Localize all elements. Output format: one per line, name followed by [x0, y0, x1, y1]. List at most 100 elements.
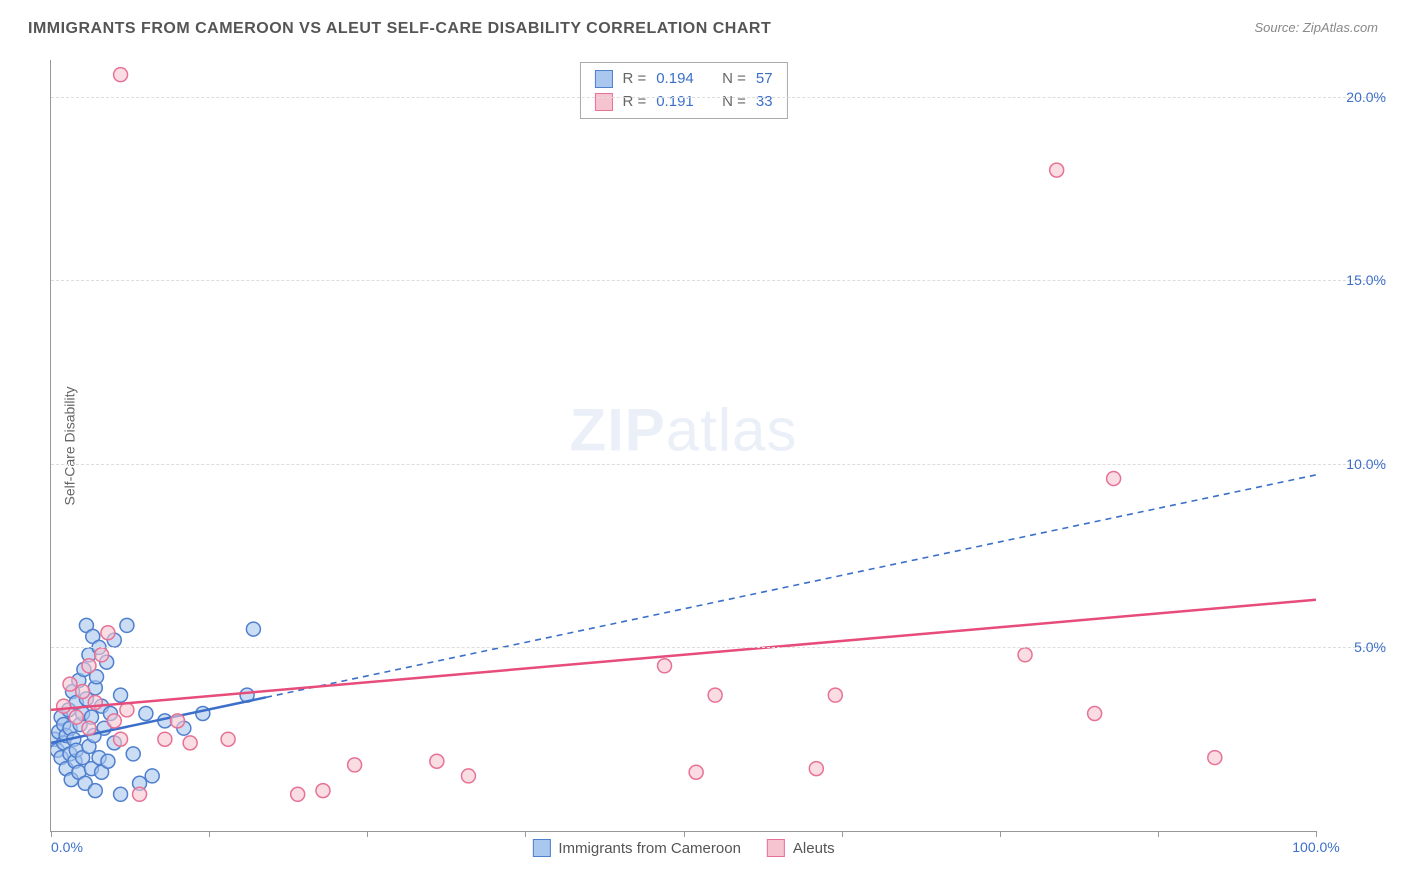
- scatter-point: [348, 758, 362, 772]
- scatter-point: [114, 787, 128, 801]
- scatter-point: [52, 725, 66, 739]
- scatter-point: [114, 688, 128, 702]
- x-tick-label: 100.0%: [1292, 839, 1339, 855]
- scatter-point: [78, 776, 92, 790]
- legend-swatch: [594, 70, 612, 88]
- scatter-point: [658, 659, 672, 673]
- trend-line-dashed: [266, 475, 1316, 697]
- stats-row: R =0.191 N =33: [594, 91, 772, 114]
- scatter-point: [107, 736, 121, 750]
- x-tick: [209, 831, 210, 837]
- scatter-point: [221, 732, 235, 746]
- gridline: [51, 464, 1386, 465]
- scatter-point: [107, 633, 121, 647]
- scatter-point: [114, 732, 128, 746]
- scatter-point: [97, 721, 111, 735]
- scatter-point: [82, 648, 96, 662]
- chart-container: IMMIGRANTS FROM CAMEROON VS ALEUT SELF-C…: [0, 0, 1406, 892]
- x-tick: [525, 831, 526, 837]
- scatter-point: [57, 736, 71, 750]
- scatter-point: [88, 784, 102, 798]
- scatter-point: [63, 721, 77, 735]
- scatter-point: [69, 743, 83, 757]
- scatter-point: [69, 696, 83, 710]
- scatter-point: [171, 714, 185, 728]
- scatter-point: [54, 751, 68, 765]
- n-value: 57: [756, 68, 773, 91]
- y-tick-label: 5.0%: [1326, 639, 1386, 655]
- scatter-point: [59, 762, 73, 776]
- scatter-point: [72, 765, 86, 779]
- scatter-point: [183, 736, 197, 750]
- scatter-point: [59, 729, 73, 743]
- scatter-point: [430, 754, 444, 768]
- x-tick: [684, 831, 685, 837]
- scatter-point: [114, 68, 128, 82]
- scatter-point: [88, 696, 102, 710]
- scatter-point: [461, 769, 475, 783]
- gridline: [51, 647, 1386, 648]
- scatter-point: [1208, 751, 1222, 765]
- y-tick-label: 15.0%: [1326, 272, 1386, 288]
- scatter-point: [240, 688, 254, 702]
- scatter-point: [82, 659, 96, 673]
- scatter-point: [95, 648, 109, 662]
- scatter-point: [51, 732, 62, 746]
- scatter-point: [291, 787, 305, 801]
- scatter-point: [79, 618, 93, 632]
- scatter-point: [139, 707, 153, 721]
- x-tick: [51, 831, 52, 837]
- x-tick: [367, 831, 368, 837]
- scatter-point: [72, 673, 86, 687]
- legend-item: Immigrants from Cameroon: [532, 839, 741, 857]
- scatter-point: [158, 714, 172, 728]
- r-value: 0.191: [656, 91, 694, 114]
- x-tick: [1000, 831, 1001, 837]
- scatter-point: [57, 718, 71, 732]
- x-axis-min-label: 0.0%: [51, 839, 83, 855]
- n-value: 33: [756, 91, 773, 114]
- scatter-point: [145, 769, 159, 783]
- scatter-point: [246, 622, 260, 636]
- y-tick-label: 10.0%: [1326, 456, 1386, 472]
- scatter-point: [86, 629, 100, 643]
- trend-line: [51, 697, 266, 743]
- scatter-point: [1107, 472, 1121, 486]
- scatter-point: [92, 751, 106, 765]
- legend-label: Immigrants from Cameroon: [558, 840, 741, 857]
- scatter-point: [95, 765, 109, 779]
- scatter-point: [68, 754, 82, 768]
- scatter-point: [76, 684, 90, 698]
- scatter-point: [316, 784, 330, 798]
- scatter-point: [57, 699, 71, 713]
- scatter-point: [54, 710, 68, 724]
- scatter-point: [133, 776, 147, 790]
- legend-swatch: [594, 93, 612, 111]
- stats-legend-box: R =0.194 N =57R =0.191 N =33: [579, 62, 787, 119]
- chart-title: IMMIGRANTS FROM CAMEROON VS ALEUT SELF-C…: [28, 20, 771, 38]
- gridline: [51, 97, 1386, 98]
- scatter-point: [95, 699, 109, 713]
- scatter-point: [84, 710, 98, 724]
- scatter-point: [82, 721, 96, 735]
- scatter-point: [828, 688, 842, 702]
- scatter-point: [120, 703, 134, 717]
- source-attribution: Source: ZipAtlas.com: [1254, 20, 1378, 35]
- scatter-point: [73, 718, 87, 732]
- scatter-point: [809, 762, 823, 776]
- legend-swatch: [532, 839, 550, 857]
- scatter-point: [1050, 163, 1064, 177]
- scatter-point: [103, 707, 117, 721]
- scatter-point: [90, 670, 104, 684]
- scatter-point: [84, 762, 98, 776]
- scatter-point: [77, 662, 91, 676]
- scatter-point: [66, 684, 80, 698]
- scatter-point: [100, 655, 114, 669]
- scatter-point: [82, 740, 96, 754]
- legend-item: Aleuts: [767, 839, 835, 857]
- stats-row: R =0.194 N =57: [594, 68, 772, 91]
- scatter-point: [69, 710, 83, 724]
- x-tick: [1316, 831, 1317, 837]
- scatter-point: [51, 743, 64, 757]
- scatter-point: [1088, 707, 1102, 721]
